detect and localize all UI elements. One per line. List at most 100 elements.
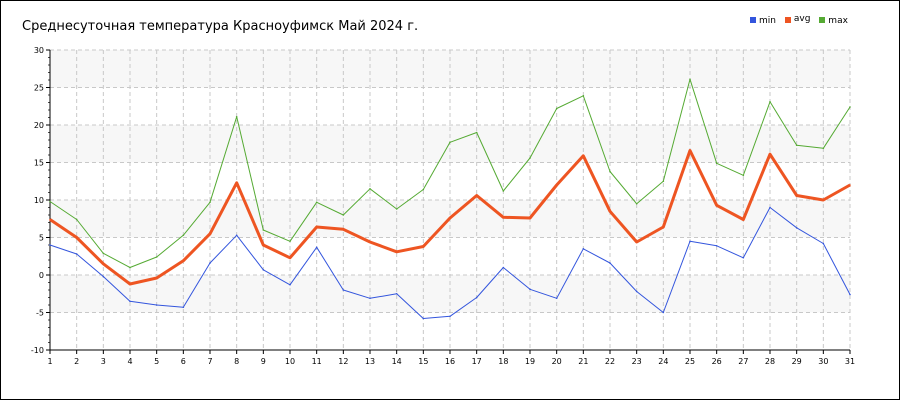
- data-point-avg: [209, 232, 211, 235]
- data-point-min: [369, 297, 371, 300]
- x-tick-label: 11: [312, 357, 322, 366]
- legend-swatch-avg: [784, 17, 791, 23]
- data-point-max: [795, 144, 798, 147]
- data-point-min: [155, 304, 158, 306]
- x-tick-label: 27: [738, 357, 748, 366]
- data-point-max: [182, 234, 185, 237]
- x-tick-label: 8: [234, 357, 239, 366]
- data-point-min: [795, 226, 798, 229]
- x-tick-label: 10: [285, 357, 295, 366]
- data-point-max: [369, 187, 371, 190]
- data-point-max: [155, 256, 158, 258]
- data-point-max: [449, 141, 451, 144]
- data-point-min: [475, 296, 478, 299]
- data-point-max: [235, 115, 238, 118]
- data-point-max: [49, 200, 51, 203]
- data-point-max: [102, 252, 105, 255]
- data-point-min: [769, 206, 771, 209]
- data-point-min: [689, 240, 691, 243]
- y-tick-label: 5: [39, 234, 44, 243]
- data-point-avg: [502, 216, 505, 219]
- data-point-max: [475, 131, 478, 134]
- chart-title: Среднесуточная температура Красноуфимск …: [22, 19, 419, 34]
- data-point-max: [635, 202, 638, 205]
- plot-band: [50, 162, 850, 200]
- data-point-avg: [235, 181, 238, 184]
- x-tick-label: 2: [74, 357, 79, 366]
- x-tick-label: 24: [658, 357, 668, 366]
- data-point-avg: [529, 217, 531, 219]
- data-point-avg: [822, 199, 825, 201]
- data-point-max: [769, 100, 771, 103]
- x-tick-label: 4: [127, 357, 132, 366]
- data-point-min: [235, 234, 238, 237]
- data-point-avg: [449, 217, 451, 219]
- y-tick-label: -5: [36, 309, 44, 318]
- data-point-min: [635, 290, 638, 293]
- data-point-min: [289, 283, 291, 286]
- data-point-min: [342, 289, 345, 291]
- data-point-max: [289, 240, 291, 243]
- data-point-max: [129, 266, 131, 269]
- data-point-min: [662, 311, 665, 314]
- x-tick-label: 22: [605, 357, 615, 366]
- data-point-avg: [635, 241, 638, 243]
- data-point-min: [555, 297, 558, 300]
- data-point-avg: [689, 149, 691, 152]
- data-point-min: [209, 262, 211, 264]
- data-point-avg: [262, 244, 265, 246]
- data-point-min: [822, 242, 825, 245]
- data-point-avg: [49, 218, 51, 221]
- data-point-avg: [742, 218, 745, 221]
- data-point-min: [395, 292, 398, 295]
- legend-label-max: max: [828, 16, 848, 26]
- x-tick-label: 21: [578, 357, 588, 366]
- data-point-avg: [582, 154, 585, 157]
- y-tick-label: -10: [31, 346, 44, 355]
- data-point-min: [609, 262, 611, 264]
- legend-swatch-max: [819, 17, 826, 23]
- x-tick-label: 1: [47, 357, 52, 366]
- data-point-min: [582, 247, 585, 250]
- y-tick-label: 20: [34, 121, 44, 130]
- data-point-min: [49, 244, 51, 246]
- data-point-max: [342, 214, 345, 216]
- x-tick-label: 13: [365, 357, 375, 366]
- x-tick-label: 14: [392, 357, 402, 366]
- x-tick-label: 29: [792, 357, 802, 366]
- legend-swatch-min: [750, 17, 756, 23]
- y-tick-label: 25: [34, 84, 44, 93]
- data-point-min: [129, 300, 131, 303]
- plot-band: [50, 275, 850, 313]
- data-point-avg: [129, 283, 131, 285]
- y-tick-label: 15: [34, 159, 44, 168]
- data-point-max: [555, 107, 558, 110]
- data-point-max: [742, 174, 745, 177]
- y-tick-label: 30: [34, 46, 44, 55]
- chart-legend: min avg max: [750, 14, 854, 26]
- x-tick-label: 18: [498, 357, 508, 366]
- x-tick-label: 5: [154, 357, 159, 366]
- data-point-avg: [102, 262, 105, 265]
- data-point-avg: [395, 250, 398, 253]
- data-point-max: [262, 229, 265, 231]
- data-point-max: [315, 201, 318, 204]
- data-point-min: [262, 268, 265, 271]
- data-point-avg: [769, 153, 771, 156]
- x-tick-label: 23: [632, 357, 642, 366]
- data-point-min: [182, 306, 185, 309]
- data-point-avg: [475, 194, 478, 197]
- data-point-max: [422, 188, 425, 191]
- data-point-avg: [289, 256, 291, 259]
- data-point-avg: [849, 184, 851, 186]
- data-point-max: [582, 94, 585, 97]
- data-point-avg: [715, 204, 718, 207]
- x-tick-label: 7: [207, 357, 212, 366]
- data-point-max: [209, 201, 211, 204]
- data-point-min: [502, 266, 505, 269]
- data-point-max: [822, 147, 825, 150]
- data-point-max: [849, 106, 851, 108]
- x-tick-label: 30: [818, 357, 828, 366]
- data-point-avg: [369, 241, 371, 243]
- y-tick-label: 10: [34, 196, 44, 205]
